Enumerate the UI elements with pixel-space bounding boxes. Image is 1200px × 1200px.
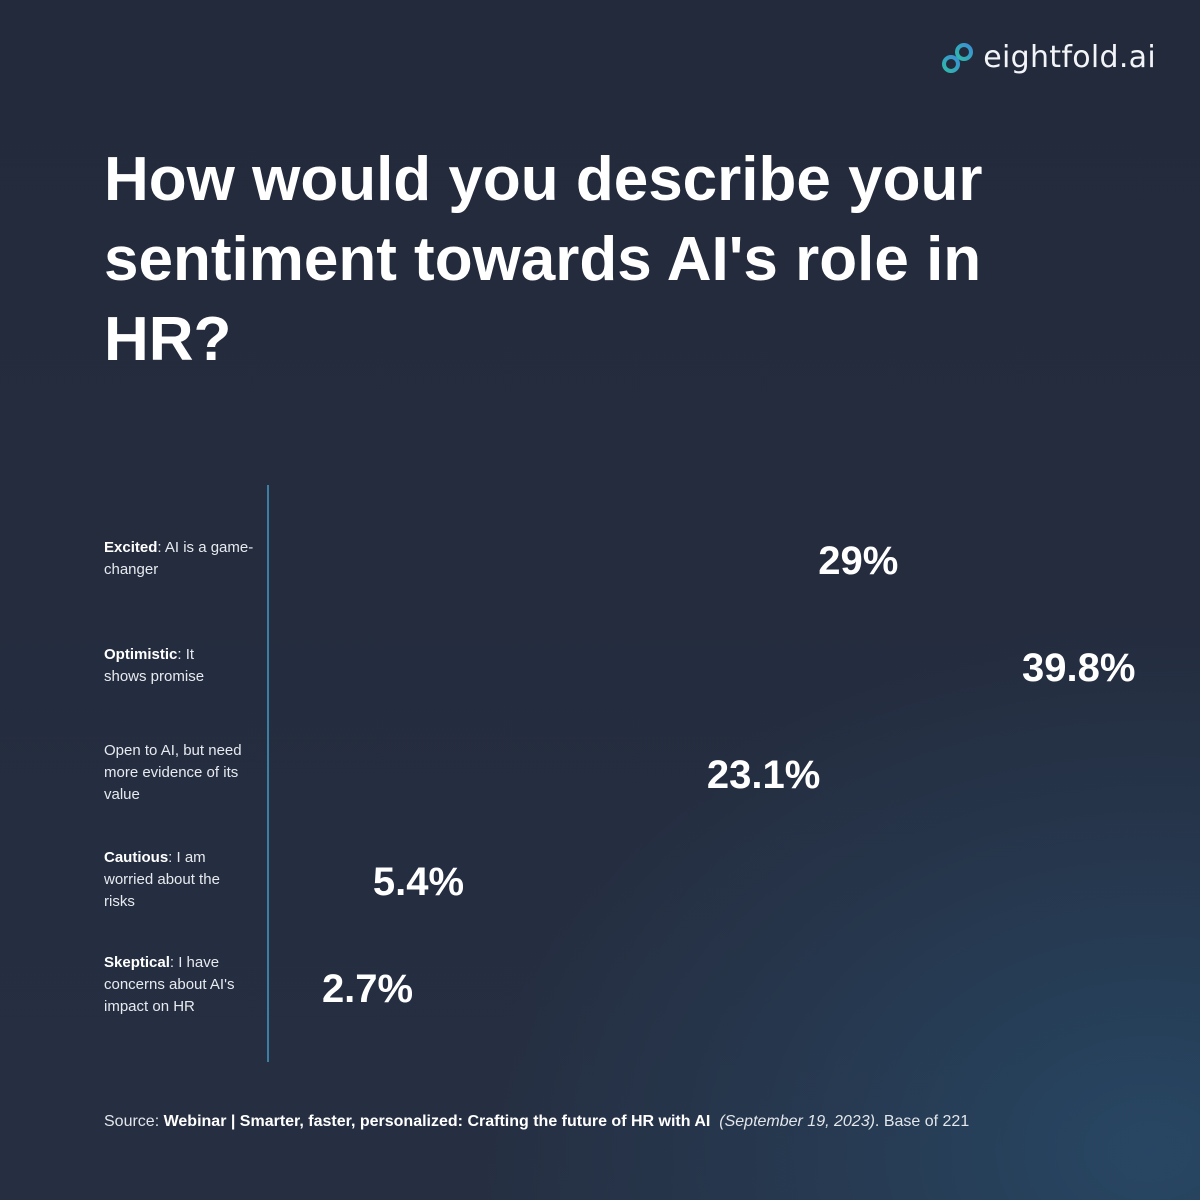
category-label-text: : It shows promise xyxy=(104,646,205,685)
source-footnote: Source: Webinar | Smarter, faster, perso… xyxy=(104,1113,969,1131)
category-label-text: Open to AI, but need more evidence of it… xyxy=(104,742,242,803)
category-label-text: : I have concerns about AI's impact on H… xyxy=(104,954,235,1015)
footnote-source: Webinar | Smarter, faster, personalized:… xyxy=(163,1113,711,1130)
category-label-bold: Excited xyxy=(104,539,158,556)
category-label-cautious: Cautious: I am worried about the risks xyxy=(104,847,224,913)
infinity-loop-icon xyxy=(942,42,974,73)
value-label-2: 23.1% xyxy=(706,753,821,797)
footnote-base: . Base of 221 xyxy=(874,1113,970,1130)
footnote-date: (September 19, 2023) xyxy=(719,1113,875,1130)
category-label-skeptical: Skeptical: I have concerns about AI's im… xyxy=(104,952,239,1018)
category-axis-line xyxy=(267,485,269,1062)
chart-title: How would you describe your sentiment to… xyxy=(104,145,983,374)
category-label-bold: Skeptical xyxy=(104,954,170,971)
category-label-excited: Excited: AI is a game-changer xyxy=(104,537,264,581)
brand-logo: eightfold.ai xyxy=(941,40,1156,75)
footnote-prefix: Source: xyxy=(104,1113,164,1130)
value-label-3: 5.4% xyxy=(372,860,465,904)
value-label-1: 39.8% xyxy=(1022,646,1136,690)
category-label-bold: Cautious xyxy=(104,849,169,866)
category-label-text: : AI is a game-changer xyxy=(104,539,254,578)
brand-name: eightfold.ai xyxy=(983,40,1156,75)
category-label-bold: Optimistic xyxy=(104,646,178,663)
category-label-optimistic: Optimistic: It shows promise xyxy=(104,644,229,688)
category-label-open-to-ai: Open to AI, but need more evidence of it… xyxy=(104,740,264,806)
value-label-0: 29% xyxy=(818,539,899,583)
category-label-text: : I am worried about the risks xyxy=(104,849,220,910)
value-label-4: 2.7% xyxy=(321,967,414,1011)
